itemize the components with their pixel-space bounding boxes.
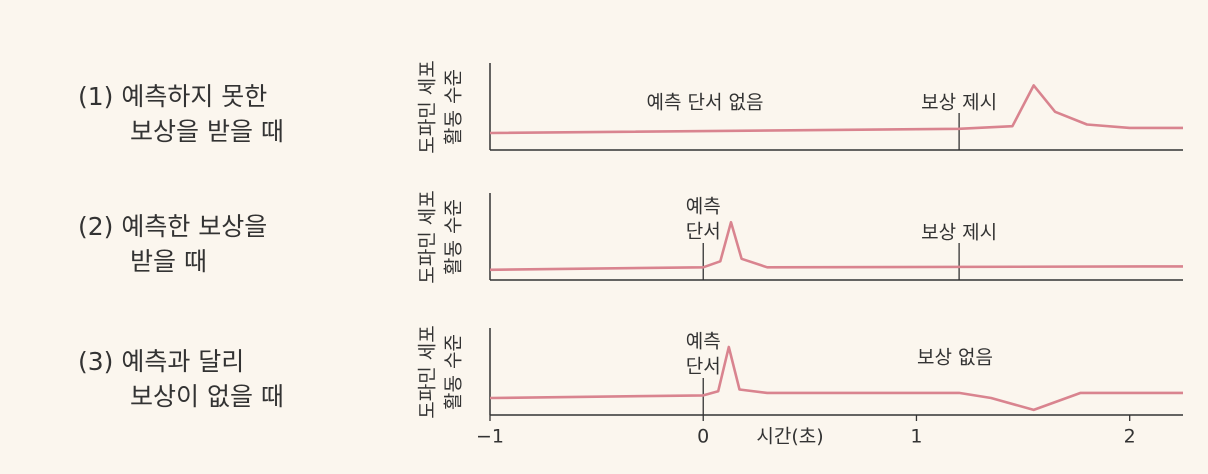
x-tick-label: 1	[910, 426, 922, 448]
y-axis-label: 도파민 세포	[417, 190, 439, 283]
x-tick-label: 0	[697, 426, 709, 448]
annotation: 보상 없음	[917, 347, 993, 369]
activity-line	[489, 84, 1183, 135]
panel-title: (3) 예측과 달리	[78, 347, 244, 376]
y-axis-label: 도파민 세포	[417, 60, 439, 153]
panel-title: (1) 예측하지 못한	[78, 82, 267, 111]
activity-line	[489, 220, 1184, 272]
event-label: 단서	[686, 221, 721, 243]
x-tick-label: −1	[476, 426, 504, 448]
annotation: 예측 단서 없음	[647, 92, 764, 114]
panel-title: 받을 때	[130, 247, 207, 276]
activity-line	[489, 345, 1183, 412]
x-tick-label: 2	[1124, 426, 1136, 448]
x-axis-label: 시간(초)	[756, 426, 823, 448]
event-label: 보상 제시	[921, 222, 997, 244]
panel-title: (2) 예측한 보상을	[78, 212, 267, 241]
y-axis-label: 도파민 세포	[417, 325, 439, 418]
event-label: 단서	[686, 356, 721, 378]
event-label: 보상 제시	[921, 92, 997, 114]
y-axis-label: 활동 수준	[443, 69, 465, 145]
event-label: 예측	[686, 196, 721, 218]
panel-title: 보상이 없을 때	[130, 382, 284, 411]
panel-title: 보상을 받을 때	[130, 117, 284, 146]
y-axis-label: 활동 수준	[443, 199, 465, 275]
y-axis-label: 활동 수준	[443, 334, 465, 410]
event-label: 예측	[686, 331, 721, 353]
